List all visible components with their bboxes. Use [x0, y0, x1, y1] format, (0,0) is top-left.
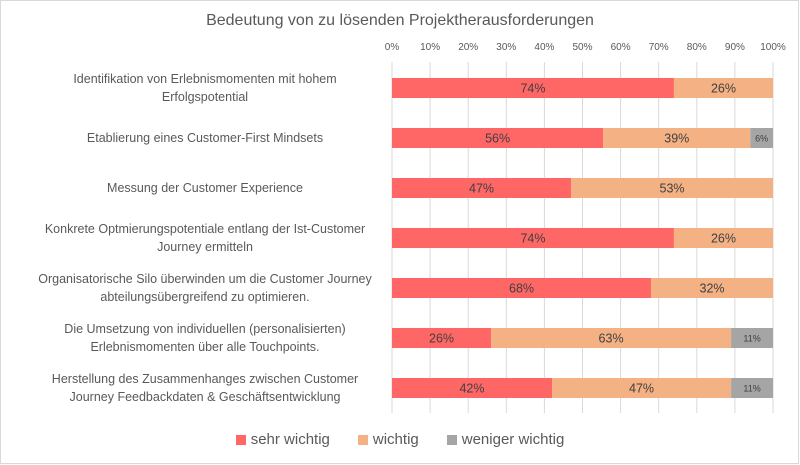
- data-label: 42%: [459, 382, 484, 396]
- legend-swatch: [357, 434, 368, 445]
- data-label: 47%: [469, 182, 494, 196]
- bar-segment-sehr-wichtig: [392, 378, 553, 398]
- data-label: 53%: [660, 182, 685, 196]
- bar-segment-sehr-wichtig: [392, 278, 652, 298]
- legend-label: sehr wichtig: [250, 431, 330, 448]
- x-tick-label: 80%: [687, 42, 707, 53]
- bar-segment-wichtig: [552, 378, 732, 398]
- bar-segment-weniger-wichtig: [731, 378, 773, 398]
- legend-item: weniger wichtig: [446, 431, 565, 448]
- bar-segment-sehr-wichtig: [392, 128, 604, 148]
- data-label: 68%: [509, 282, 534, 296]
- category-label: Organisatorische Silo überwinden um die …: [10, 270, 400, 306]
- legend-swatch: [235, 434, 246, 445]
- x-tick-label: 0%: [385, 42, 400, 53]
- bar-segment-sehr-wichtig: [392, 178, 572, 198]
- data-label: 47%: [629, 382, 654, 396]
- category-label-line: Konkrete Optmierungspotentiale entlang d…: [44, 222, 366, 236]
- bar-segment-wichtig: [571, 178, 773, 198]
- category-label: Herstellung des Zusammenhanges zwischen …: [10, 370, 400, 406]
- bar-segment-weniger-wichtig: [731, 328, 773, 348]
- legend-swatch: [446, 434, 457, 445]
- data-label: 74%: [520, 232, 545, 246]
- category-label-line: Identifikation von Erlebnismomenten mit …: [73, 72, 337, 86]
- bar-segment-wichtig: [491, 328, 732, 348]
- x-tick-label: 40%: [534, 42, 554, 53]
- category-label: Identifikation von Erlebnismomenten mit …: [10, 70, 400, 106]
- data-label: 6%: [755, 134, 768, 144]
- x-tick-label: 50%: [572, 42, 592, 53]
- bar-segment-wichtig: [603, 128, 751, 148]
- x-tick-label: 90%: [725, 42, 745, 53]
- data-label: 26%: [429, 332, 454, 346]
- category-label: Messung der Customer Experience: [10, 179, 400, 197]
- legend-label: wichtig: [372, 431, 419, 448]
- bar-segment-wichtig: [651, 278, 773, 298]
- x-tick-label: 30%: [496, 42, 516, 53]
- category-label-line: Journey ermitteln: [157, 240, 253, 254]
- data-label: 11%: [743, 384, 760, 394]
- data-label: 63%: [599, 332, 624, 346]
- data-label: 26%: [711, 232, 736, 246]
- legend-label: weniger wichtig: [461, 431, 565, 448]
- bar-segment-wichtig: [673, 78, 773, 98]
- bar-segment-sehr-wichtig: [392, 328, 492, 348]
- category-label-line: abteilungsübergreifend zu optimieren.: [100, 290, 310, 304]
- x-tick-label: 100%: [760, 42, 786, 53]
- category-label-line: Erlebnismomenten über alle Touchpoints.: [90, 340, 320, 354]
- data-label: 32%: [700, 282, 725, 296]
- category-label-line: Journey Feedbackdaten & Geschäftsentwick…: [69, 390, 341, 404]
- legend: sehr wichtig wichtig weniger wichtig: [0, 431, 800, 449]
- category-label-line: Herstellung des Zusammenhanges zwischen …: [51, 372, 359, 386]
- bar-segment-wichtig: [673, 228, 773, 248]
- x-tick-label: 60%: [611, 42, 631, 53]
- category-label: Die Umsetzung von individuellen (persona…: [10, 320, 400, 356]
- category-label-line: Organisatorische Silo überwinden um die …: [38, 272, 372, 286]
- category-label: Etablierung eines Customer-First Mindset…: [10, 129, 400, 147]
- x-tick-label: 10%: [420, 42, 440, 53]
- legend-item: wichtig: [357, 431, 419, 448]
- data-label: 56%: [485, 132, 510, 146]
- category-label-line: Etablierung eines Customer-First Mindset…: [86, 131, 324, 145]
- data-label: 39%: [664, 132, 689, 146]
- chart-title: Bedeutung von zu lösenden Projektherausf…: [206, 12, 594, 29]
- bar-segment-weniger-wichtig: [750, 128, 773, 148]
- x-tick-label: 70%: [649, 42, 669, 53]
- x-tick-label: 20%: [458, 42, 478, 53]
- bar-segment-sehr-wichtig: [392, 228, 674, 248]
- legend-item: sehr wichtig: [235, 431, 330, 448]
- category-label: Konkrete Optmierungspotentiale entlang d…: [10, 220, 400, 256]
- data-label: 74%: [520, 82, 545, 96]
- category-label-line: Die Umsetzung von individuellen (persona…: [64, 322, 346, 336]
- bar-segment-sehr-wichtig: [392, 78, 674, 98]
- category-label-line: Messung der Customer Experience: [107, 181, 303, 195]
- data-label: 26%: [711, 82, 736, 96]
- category-label-line: Erfolgspotential: [161, 90, 249, 104]
- data-label: 11%: [743, 334, 760, 344]
